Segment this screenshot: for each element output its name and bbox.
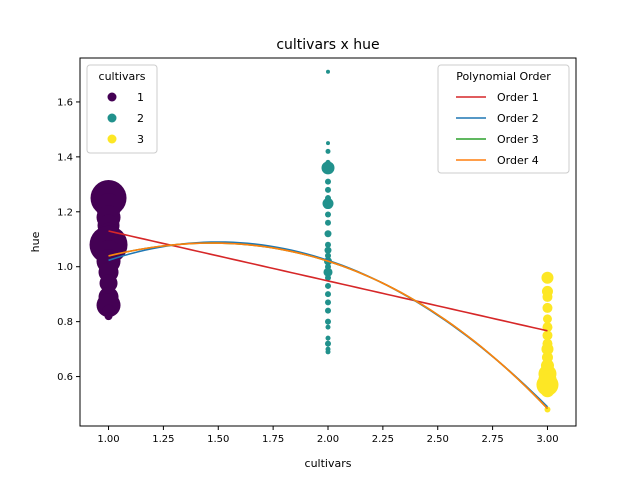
data-point-22 <box>322 198 334 210</box>
y-tick-label-1: 0.8 <box>57 317 73 328</box>
line-legend-title: Polynomial Order <box>456 70 551 83</box>
y-tick-label-0: 0.6 <box>57 372 73 383</box>
x-tick-label-4: 2.00 <box>317 434 339 445</box>
data-point-32 <box>325 274 331 281</box>
data-point-57 <box>540 383 555 398</box>
x-tick-label-0: 1.00 <box>97 434 119 445</box>
data-point-27 <box>324 246 332 254</box>
data-point-28 <box>325 252 331 259</box>
data-point-40 <box>325 340 331 347</box>
data-point-31 <box>323 267 333 277</box>
data-point-34 <box>325 291 331 298</box>
x-tick-label-2: 1.50 <box>207 434 229 445</box>
data-point-13 <box>104 312 113 321</box>
data-point-14 <box>326 69 330 74</box>
y-tick-label-4: 1.4 <box>57 152 73 163</box>
data-point-25 <box>324 230 332 238</box>
chart-title: cultivars x hue <box>276 37 379 53</box>
y-tick-label-3: 1.2 <box>57 207 73 218</box>
data-point-51 <box>541 343 554 356</box>
x-axis: 1.00 1.25 1.50 1.75 2.00 2.25 2.50 2.75 3.00 <box>97 426 559 445</box>
data-point-33 <box>325 282 331 289</box>
scatter-legend-marker-3 <box>107 134 117 144</box>
data-point-19 <box>325 178 331 185</box>
line-legend-box <box>437 64 570 174</box>
data-point-20 <box>325 186 331 193</box>
data-point-39 <box>325 335 331 341</box>
data-point-47 <box>542 314 552 324</box>
scatter-legend: cultivars 1 2 3 <box>86 64 158 154</box>
line-legend-label-2: Order 2 <box>497 112 539 125</box>
data-point-35 <box>325 299 331 306</box>
y-tick-label-2: 1.0 <box>57 262 73 273</box>
data-point-9 <box>99 274 118 293</box>
data-point-16 <box>325 148 331 154</box>
x-axis-label: cultivars <box>305 457 352 470</box>
scatter-legend-label-1: 1 <box>137 91 144 104</box>
data-point-24 <box>325 219 331 226</box>
line-legend-label-1: Order 1 <box>497 91 539 104</box>
scatter-legend-entries: 1 2 3 <box>107 91 144 146</box>
data-point-36 <box>325 307 331 314</box>
data-point-45 <box>542 291 553 302</box>
y-axis-label: hue <box>29 231 42 252</box>
data-point-49 <box>542 330 553 341</box>
fit-line-order-4 <box>108 242 549 410</box>
line-legend-entries: Order 1 Order 2 Order 3 Order 4 <box>456 91 539 167</box>
scatter-legend-marker-2 <box>107 113 117 123</box>
scatter-legend-title: cultivars <box>99 70 146 83</box>
fit-line-order-1 <box>108 230 548 332</box>
data-point-37 <box>325 318 331 325</box>
data-point-42 <box>325 349 331 355</box>
x-tick-label-1: 1.25 <box>152 434 174 445</box>
data-point-26 <box>325 241 331 248</box>
scatter-legend-box <box>86 64 158 154</box>
data-point-38 <box>325 324 331 330</box>
scatter-legend-label-3: 3 <box>137 133 144 146</box>
data-point-15 <box>326 141 330 146</box>
data-point-46 <box>542 302 553 313</box>
x-tick-label-6: 2.50 <box>427 434 449 445</box>
scatter-legend-label-2: 2 <box>137 112 144 125</box>
data-point-18 <box>321 161 335 175</box>
data-point-23 <box>325 211 331 218</box>
line-legend-label-4: Order 4 <box>497 154 539 167</box>
line-legend-label-3: Order 3 <box>497 133 539 146</box>
x-tick-label-3: 1.75 <box>262 434 284 445</box>
x-tick-label-7: 2.75 <box>481 434 503 445</box>
data-point-43 <box>541 271 554 284</box>
x-tick-label-8: 3.00 <box>536 434 558 445</box>
y-axis: 0.6 0.8 1.0 1.2 1.4 1.6 <box>57 97 80 383</box>
scatter-legend-marker-1 <box>107 92 117 102</box>
y-tick-label-5: 1.6 <box>57 97 73 108</box>
fits-layer <box>108 230 549 410</box>
x-tick-label-5: 2.25 <box>372 434 394 445</box>
